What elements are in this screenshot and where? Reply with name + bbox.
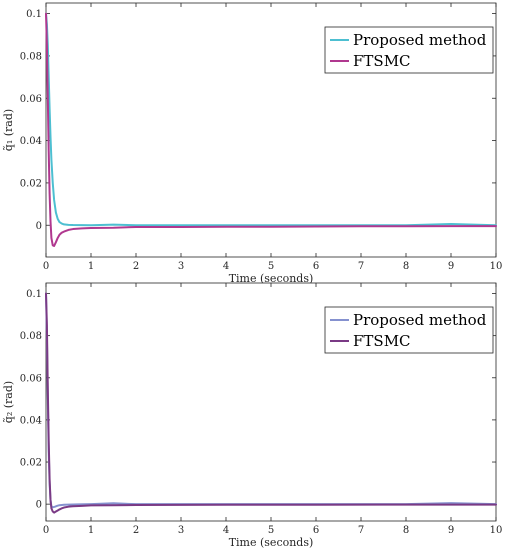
- y-tick-label: 0: [36, 221, 42, 232]
- legend-label: FTSMC: [353, 52, 411, 70]
- x-tick-label: 7: [358, 261, 364, 272]
- x-tick-label: 8: [403, 261, 409, 272]
- series-line-1: [45, 12, 497, 227]
- y-axis-label: q̃₂ (rad): [2, 381, 15, 423]
- x-tick-label: 1: [88, 261, 94, 272]
- y-tick-label: 0.06: [20, 94, 42, 105]
- x-tick-label: 9: [448, 261, 454, 272]
- y-axis-label: q̃₁ (rad): [2, 109, 15, 151]
- x-tick-label: 6: [313, 261, 319, 272]
- y-tick-label: 0.02: [20, 178, 42, 189]
- x-axis-label: Time (seconds): [229, 272, 314, 285]
- x-tick-label: 5: [268, 261, 274, 272]
- y-tick-label: 0.1: [26, 289, 42, 300]
- x-tick-label: 2: [133, 525, 139, 536]
- y-tick-label: 0.06: [20, 373, 42, 384]
- legend: Proposed method FTSMC: [324, 26, 494, 74]
- x-tick-label: 4: [223, 525, 229, 536]
- series-line-2: [45, 292, 497, 514]
- x-tick-label: 10: [490, 525, 503, 536]
- x-tick-label: 1: [88, 525, 94, 536]
- legend-label: FTSMC: [353, 332, 411, 350]
- y-tick-label: 0.04: [20, 415, 42, 426]
- x-tick-label: 5: [268, 525, 274, 536]
- legend-box: [324, 26, 494, 74]
- x-axis-label: Time (seconds): [229, 536, 314, 549]
- x-tick-label: 0: [43, 261, 49, 272]
- x-tick-label: 8: [403, 525, 409, 536]
- x-tick-label: 7: [358, 525, 364, 536]
- x-tick-label: 10: [490, 261, 503, 272]
- legend-label: Proposed method: [353, 31, 487, 49]
- x-tick-label: 6: [313, 525, 319, 536]
- x-tick-label: 2: [133, 261, 139, 272]
- y-tick-label: 0.08: [20, 331, 42, 342]
- y-tick-label: 0.08: [20, 51, 42, 62]
- chart-1: 0 1 2 3 4 5 6 7 8 9 10 0 0.02 0.04 0.06 0.08 0.1 Time (se…: [2, 2, 503, 285]
- chart-2: 0 1 2 3 4 5 6 7 8 9 10 0 0.02 0.04 0.06 0.08 0.1 Time (se…: [2, 282, 503, 549]
- y-tick-label: 0.04: [20, 136, 42, 147]
- legend: Proposed method FTSMC: [324, 306, 494, 354]
- x-tick-label: 0: [43, 525, 49, 536]
- x-tick-label: 3: [178, 261, 184, 272]
- x-tick-label: 3: [178, 525, 184, 536]
- y-tick-label: 0.02: [20, 458, 42, 469]
- x-tick-label: 9: [448, 525, 454, 536]
- series-line-2: [45, 12, 497, 247]
- legend-box: [324, 306, 494, 354]
- x-tick-label: 4: [223, 261, 229, 272]
- y-tick-label: 0.1: [26, 9, 42, 20]
- y-tick-label: 0: [36, 500, 42, 511]
- legend-label: Proposed method: [353, 311, 487, 329]
